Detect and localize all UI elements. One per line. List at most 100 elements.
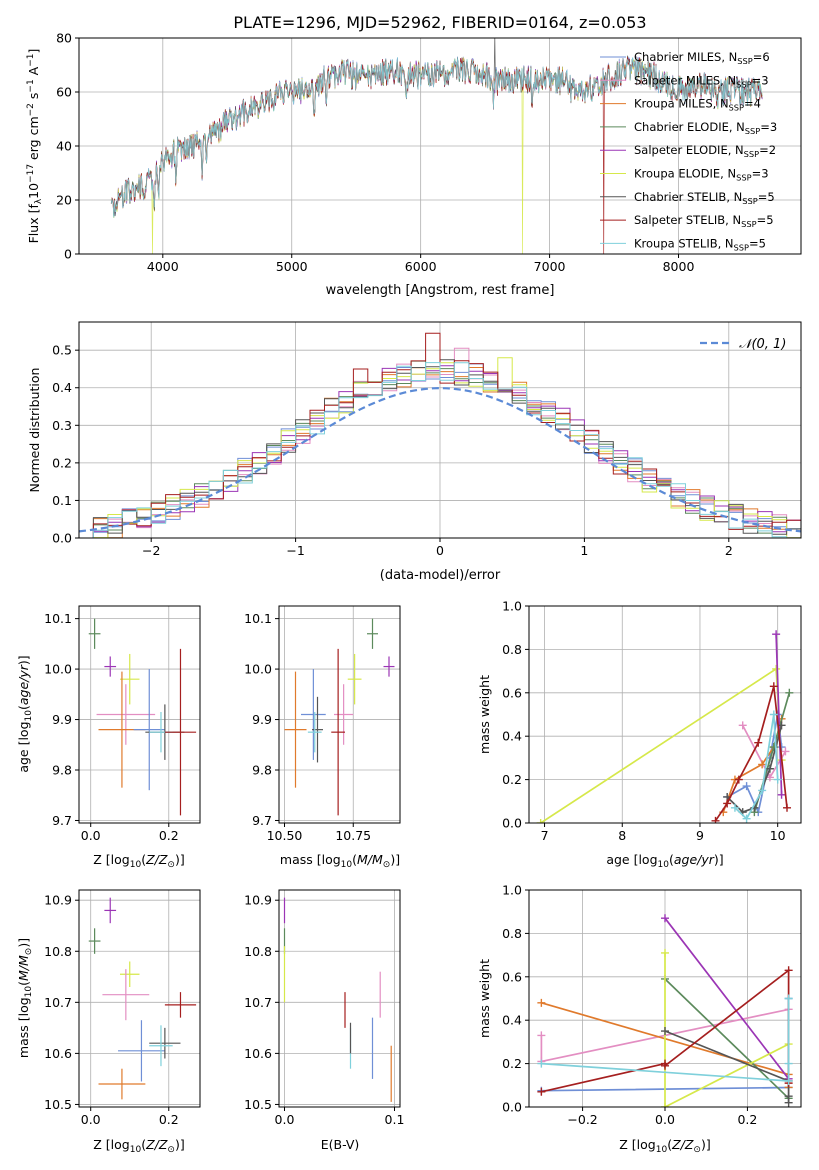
- weight-marker-kroupa_stelib: [742, 814, 751, 823]
- weight-marker-chabrier_miles: [777, 743, 786, 752]
- legend-label-part: Salpeter ELODIE, N: [634, 143, 744, 157]
- x-tick-label: 5000: [276, 259, 308, 274]
- weight-marker-kroupa_stelib: [769, 710, 778, 719]
- mass-vs-z-axes-grid: [79, 890, 200, 1107]
- x-tick-label: 0.0: [81, 1112, 101, 1127]
- y-tick-label: 0.1: [52, 493, 72, 508]
- age-vs-z-axes: 0.0 0.29.79.89.910.010.1Z [log10(Z/Z⊙)]ag…: [16, 605, 201, 870]
- y-axis-label: mass [log10(M/M⊙)]: [16, 938, 34, 1058]
- y-tick-label: 80: [56, 31, 72, 46]
- weight-marker-salpeter_stelib: [769, 682, 778, 691]
- weight-marker-salpeter_stelib: [754, 738, 763, 747]
- legend-label-part: =3: [752, 73, 769, 87]
- x-tick-label: 7000: [534, 259, 566, 274]
- y-axis-label: age [log10(age/yr)]: [16, 655, 34, 772]
- legend-label-part: Kroupa ELODIE, N: [634, 167, 736, 181]
- legend-label: Kroupa ELODIE, NSSP=3: [634, 167, 769, 183]
- x-axis-label: Z [log10(Z/Z⊙)]: [93, 852, 184, 870]
- y-axis-label: mass weight: [477, 675, 492, 754]
- x-axis-label-part: 10: [130, 1145, 142, 1155]
- weight-marker-salpeter_stelib: [711, 816, 720, 823]
- histogram-step-salpeter_stelib: [92, 332, 801, 538]
- y-tick-label: 10.8: [244, 944, 272, 959]
- age-vs-z-axes-grid: [79, 606, 200, 823]
- x-axis-label-part: )]: [175, 1137, 185, 1152]
- legend-label-part: Chabrier ELODIE, N: [634, 120, 745, 134]
- legend-label-part: =4: [744, 97, 761, 111]
- y-axis-label-part: A: [26, 66, 41, 79]
- y-tick-label: 1.0: [502, 599, 522, 614]
- x-axis-label: wavelength [Angstrom, rest frame]: [326, 283, 555, 298]
- legend-label-part: SSP: [744, 149, 759, 159]
- y-axis-label-part: −2: [26, 103, 36, 116]
- mass-vs-ebv-axes-plot: [283, 897, 392, 1102]
- weight-marker-salpeter_stelib: [723, 799, 732, 808]
- x-tick-label: 0: [436, 543, 444, 558]
- x-tick-label: 8000: [663, 259, 695, 274]
- x-tick-label: 1: [580, 543, 588, 558]
- weight-vs-age-axes: 7 8 9 10 0.0 0.2 0.4 0.6 0.8 1.0 mass weight age [l…: [477, 599, 802, 870]
- y-tick-label: 0.0: [502, 1100, 522, 1115]
- weight-marker-kroupa_elodie: [661, 1103, 669, 1107]
- weight-marker-salpeter_stelib: [783, 803, 792, 812]
- age-vs-mass-axes: 10.50 10.75 9.7 9.8 9.9 10.0 10.1 mass [log10(M…: [244, 605, 401, 870]
- weight-line-chabrier_elodie: [664, 978, 790, 1099]
- y-tick-label: 9.7: [52, 813, 72, 828]
- y-tick-label: 0.8: [502, 926, 522, 941]
- x-tick-label: 8: [618, 828, 626, 843]
- y-tick-label: 0.4: [52, 380, 72, 395]
- y-axis-label-part: )]: [16, 938, 31, 948]
- legend-label: Salpeter STELIB, NSSP=5: [634, 213, 774, 229]
- x-axis-label: (data-model)/error: [380, 568, 501, 583]
- y-tick-label: 0.3: [52, 418, 72, 433]
- x-tick-label: 10: [770, 828, 786, 843]
- age-vs-z-axes-frame: [78, 605, 201, 824]
- y-axis-label-part: 10: [26, 183, 41, 199]
- weight-vs-z-axes: −0.2 0.0 0.2 0.0 0.2 0.4 0.6 0.8 1.0 mass weight Z…: [477, 883, 802, 1155]
- weight-line-salpeter_elodie: [664, 917, 790, 1080]
- y-tick-label: 0.6: [502, 969, 522, 984]
- x-axis-label-part: age/yr: [674, 852, 715, 867]
- y-tick-label: 10.1: [44, 611, 72, 626]
- legend-label-part: Kroupa MILES, N: [634, 97, 729, 111]
- weight-marker-chabrier_stelib: [784, 1098, 793, 1107]
- y-tick-label: 60: [56, 85, 72, 100]
- legend-label-part: =2: [759, 143, 776, 157]
- legend-label: Kroupa STELIB, NSSP=5: [634, 236, 766, 252]
- y-axis-label: mass weight: [477, 959, 492, 1038]
- legend-label: Kroupa MILES, NSSP=4: [634, 97, 761, 113]
- spectrum-legend: Chabrier MILES, NSSP=6 Salpeter MILES, N S…: [600, 50, 777, 252]
- mass-vs-z-axes-frame: [78, 889, 201, 1108]
- legend-label: Chabrier MILES, NSSP=6: [634, 50, 770, 66]
- weight-marker-chabrier_stelib: [661, 1027, 669, 1036]
- y-axis-label-part: −1: [26, 79, 36, 92]
- y-tick-label: 0.0: [502, 816, 522, 831]
- mass-vs-z-axes-plot: [88, 897, 197, 1100]
- x-axis-label-part: ⊙: [167, 860, 175, 870]
- weight-marker-chabrier_stelib: [777, 721, 786, 730]
- x-axis-label-part: ⊙: [693, 1145, 701, 1155]
- normal-legend-label: 𝒩(0, 1): [739, 337, 786, 352]
- x-tick-label: 0.0: [275, 1112, 295, 1127]
- weight-line-chabrier_stelib: [664, 1030, 790, 1103]
- y-tick-label: 0.4: [502, 729, 522, 744]
- weight-marker-salpeter_elodie: [661, 914, 669, 923]
- y-axis-label-part: ]: [26, 49, 41, 54]
- y-axis-label-part: −17: [26, 164, 36, 183]
- weight-marker-salpeter_miles: [781, 747, 790, 756]
- x-axis-label-part: M/M: [357, 852, 383, 867]
- mass-vs-ebv-axes-grid: [279, 890, 400, 1107]
- x-tick-label: −1: [286, 543, 304, 558]
- weight-marker-kroupa_stelib: [758, 786, 767, 795]
- x-axis-label-part: 10: [341, 860, 353, 870]
- y-tick-label: 0.2: [502, 1056, 522, 1071]
- y-tick-label: 10.8: [44, 944, 72, 959]
- y-axis-label-part: (: [16, 705, 31, 710]
- x-axis-label-part: Z/Z: [145, 1137, 168, 1152]
- y-tick-label: 1.0: [502, 883, 522, 898]
- legend-label-part: Salpeter MILES, N: [634, 73, 736, 87]
- y-tick-label: 9.7: [252, 813, 272, 828]
- legend-label-part: SSP: [742, 196, 757, 206]
- weight-line-kroupa_elodie: [540, 667, 783, 823]
